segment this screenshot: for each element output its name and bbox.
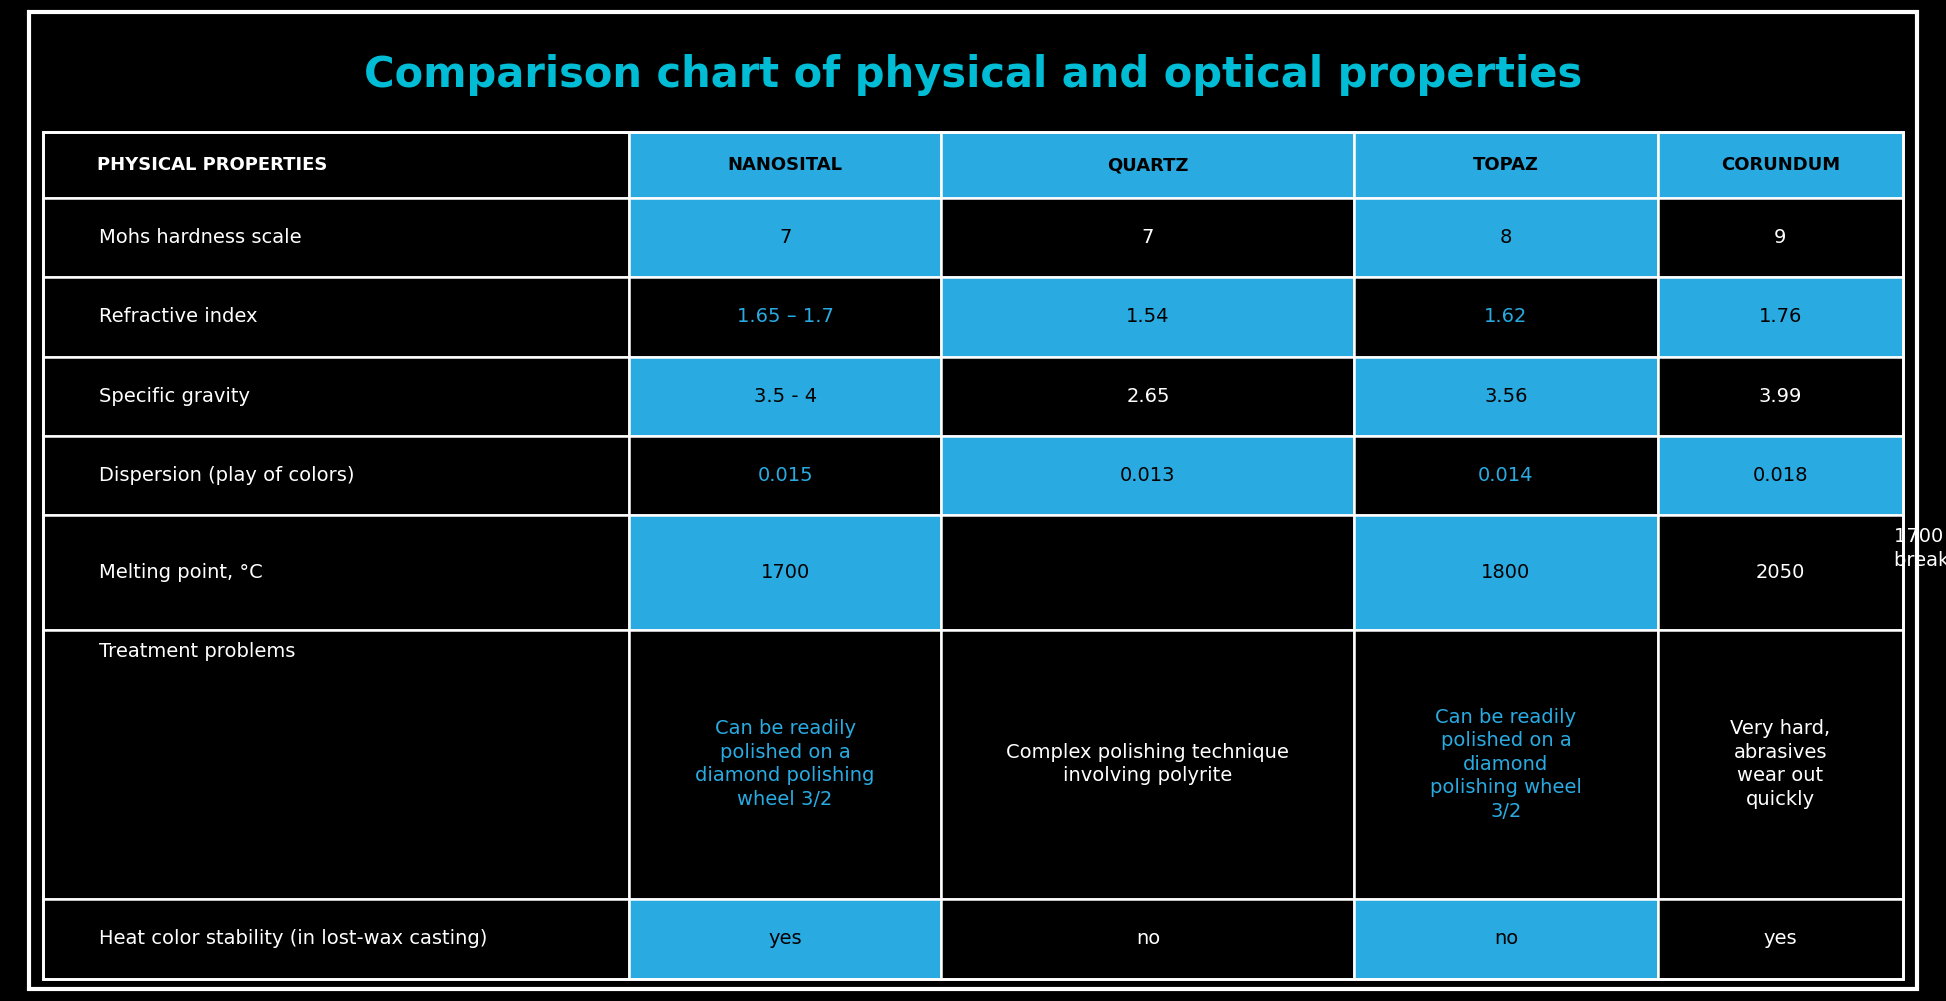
Text: 8: 8 (1500, 228, 1512, 247)
Text: 1.62: 1.62 (1485, 307, 1528, 326)
Bar (43, 630, 629, 899)
Bar (942, 132, 1354, 198)
Bar (942, 899, 1354, 979)
Bar (1354, 277, 1658, 356)
Text: 3.99: 3.99 (1759, 386, 1802, 405)
Text: 0.015: 0.015 (757, 466, 813, 485)
Text: yes: yes (769, 929, 802, 948)
Text: Refractive index: Refractive index (99, 307, 257, 326)
Text: Dispersion (play of colors): Dispersion (play of colors) (99, 466, 354, 485)
Bar (942, 436, 1354, 516)
Bar (1658, 277, 1903, 356)
Text: 7: 7 (1142, 228, 1154, 247)
Bar (1354, 436, 1658, 516)
Bar (43, 356, 629, 436)
Text: Can be readily
polished on a
diamond
polishing wheel
3/2: Can be readily polished on a diamond pol… (1430, 708, 1582, 821)
Text: Specific gravity: Specific gravity (99, 386, 251, 405)
Text: CORUNDUM: CORUNDUM (1720, 156, 1841, 174)
Text: 2050: 2050 (1755, 563, 1806, 582)
Text: 3.5 - 4: 3.5 - 4 (753, 386, 817, 405)
Text: Mohs hardness scale: Mohs hardness scale (99, 228, 302, 247)
Bar (43, 516, 629, 630)
Bar (629, 516, 942, 630)
Bar (1658, 516, 1903, 630)
Bar (629, 356, 942, 436)
Bar (629, 630, 942, 899)
Bar (43, 277, 629, 356)
Text: Comparison chart of physical and optical properties: Comparison chart of physical and optical… (364, 54, 1582, 96)
Text: 1.76: 1.76 (1759, 307, 1802, 326)
Bar (1658, 630, 1903, 899)
Text: 1700: 1700 (761, 563, 810, 582)
Bar (942, 277, 1354, 356)
Text: Heat color stability (in lost-wax casting): Heat color stability (in lost-wax castin… (99, 929, 488, 948)
Text: Very hard,
abrasives
wear out
quickly: Very hard, abrasives wear out quickly (1730, 720, 1831, 809)
Text: 3.56: 3.56 (1485, 386, 1528, 405)
Text: 1.65 – 1.7: 1.65 – 1.7 (738, 307, 833, 326)
Bar (629, 132, 942, 198)
Text: QUARTZ: QUARTZ (1107, 156, 1189, 174)
Text: 0.014: 0.014 (1479, 466, 1533, 485)
Bar (43, 132, 629, 198)
Text: Can be readily
polished on a
diamond polishing
wheel 3/2: Can be readily polished on a diamond pol… (695, 720, 876, 809)
Text: Melting point, °C: Melting point, °C (99, 563, 263, 582)
Bar (1354, 630, 1658, 899)
Bar (1658, 899, 1903, 979)
Bar (43, 132, 1903, 979)
Bar (1658, 198, 1903, 277)
Bar (942, 516, 1354, 630)
Bar (1354, 198, 1658, 277)
Bar (43, 899, 629, 979)
Text: 2.65: 2.65 (1127, 386, 1170, 405)
Bar (629, 436, 942, 516)
Text: Complex polishing technique
involving polyrite: Complex polishing technique involving po… (1006, 743, 1290, 786)
Text: PHYSICAL PROPERTIES: PHYSICAL PROPERTIES (97, 156, 327, 174)
Bar (1658, 436, 1903, 516)
Bar (942, 630, 1354, 899)
Bar (1658, 356, 1903, 436)
Bar (942, 356, 1354, 436)
Bar (1354, 899, 1658, 979)
Text: NANOSITAL: NANOSITAL (728, 156, 843, 174)
Text: 1.54: 1.54 (1127, 307, 1170, 326)
Bar (942, 198, 1354, 277)
Text: TOPAZ: TOPAZ (1473, 156, 1539, 174)
Bar (1354, 516, 1658, 630)
Text: no: no (1495, 929, 1518, 948)
Bar (629, 277, 942, 356)
Text: 1800: 1800 (1481, 563, 1532, 582)
Text: 0.013: 0.013 (1121, 466, 1175, 485)
Bar (629, 198, 942, 277)
Text: Treatment problems: Treatment problems (99, 642, 296, 661)
Text: no: no (1136, 929, 1160, 948)
Bar (1658, 132, 1903, 198)
Text: 1700 (crystalline structure
breakdown occurs at 570 °C): 1700 (crystalline structure breakdown oc… (1893, 528, 1946, 570)
Bar (629, 899, 942, 979)
Text: 0.018: 0.018 (1753, 466, 1808, 485)
Text: yes: yes (1763, 929, 1798, 948)
Bar (43, 436, 629, 516)
Bar (1354, 356, 1658, 436)
Bar (43, 198, 629, 277)
Bar (1354, 132, 1658, 198)
Text: 7: 7 (778, 228, 792, 247)
Text: 9: 9 (1775, 228, 1786, 247)
